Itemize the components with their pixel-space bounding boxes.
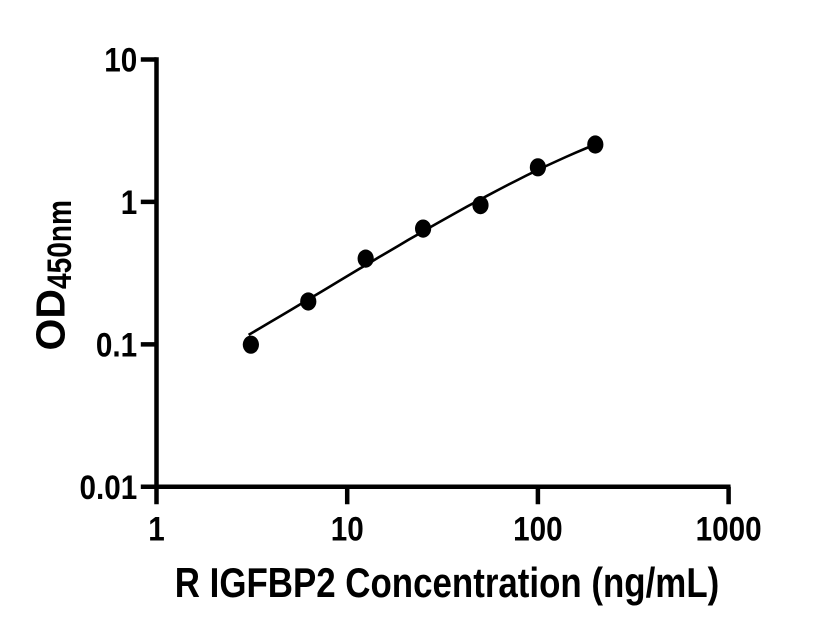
svg-text:1: 1 <box>121 184 138 222</box>
svg-text:0.1: 0.1 <box>96 326 137 364</box>
svg-text:10: 10 <box>104 42 137 80</box>
svg-text:1000: 1000 <box>696 511 762 549</box>
svg-text:R IGFBP2 Concentration (ng/mL): R IGFBP2 Concentration (ng/mL) <box>175 559 720 606</box>
svg-text:OD450nm: OD450nm <box>28 200 80 351</box>
svg-text:0.01: 0.01 <box>80 469 138 507</box>
svg-text:100: 100 <box>513 511 563 549</box>
svg-text:10: 10 <box>331 511 364 549</box>
svg-text:1: 1 <box>148 511 165 549</box>
